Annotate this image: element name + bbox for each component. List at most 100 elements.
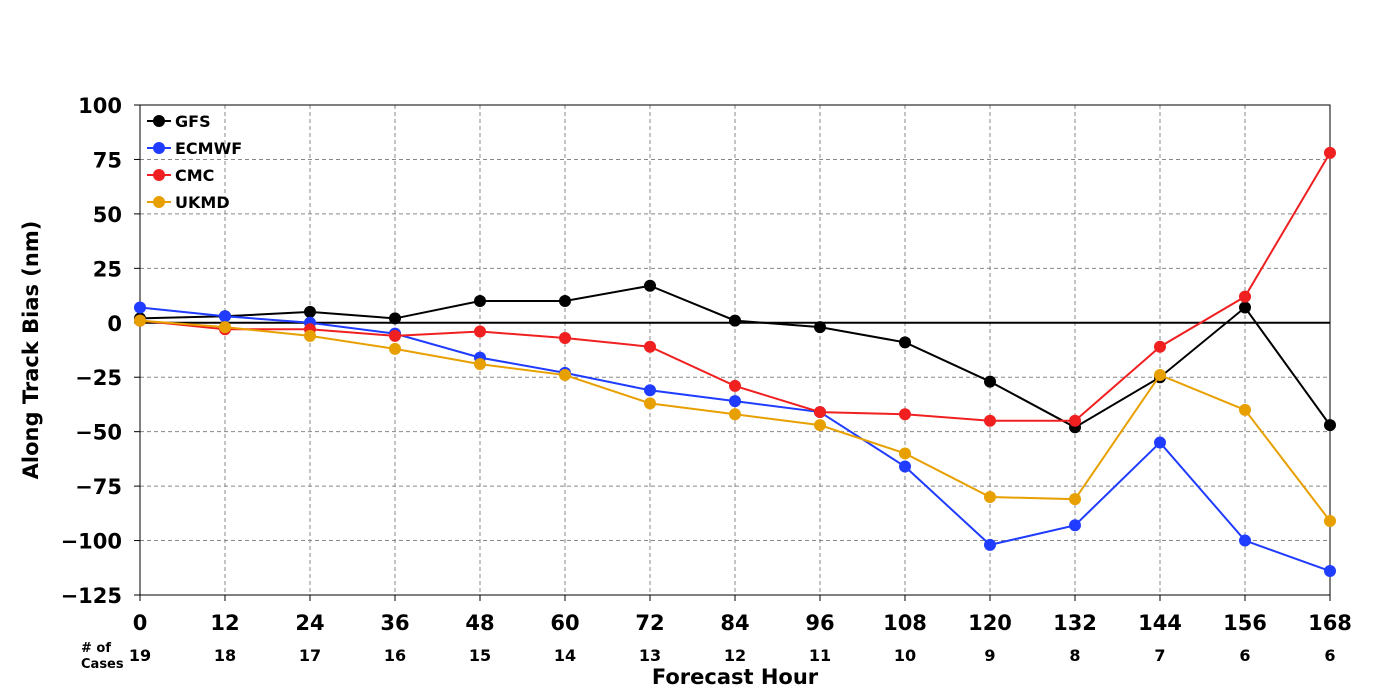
data-point-cmc bbox=[474, 325, 486, 338]
data-point-gfs bbox=[644, 279, 656, 292]
data-point-gfs bbox=[984, 375, 996, 388]
data-point-ukmd bbox=[1069, 493, 1081, 506]
case-count-label: 6 bbox=[1324, 646, 1335, 665]
legend-label-ukmd: UKMD bbox=[175, 193, 230, 212]
x-tick-label: 24 bbox=[295, 611, 324, 635]
data-point-gfs bbox=[729, 314, 741, 327]
data-point-ecmwf bbox=[899, 460, 911, 473]
case-count-label: 7 bbox=[1154, 646, 1165, 665]
cases-title-line2: Cases bbox=[81, 657, 124, 672]
legend-marker-ukmd bbox=[153, 196, 165, 208]
series-lines bbox=[134, 146, 1336, 578]
case-count-label: 10 bbox=[894, 646, 916, 665]
data-point-cmc bbox=[814, 406, 826, 419]
case-count-label: 12 bbox=[724, 646, 746, 665]
data-point-ukmd bbox=[559, 369, 571, 382]
data-point-ukmd bbox=[474, 358, 486, 371]
legend-marker-gfs bbox=[153, 115, 165, 127]
x-tick-label: 72 bbox=[635, 611, 664, 635]
data-point-cmc bbox=[559, 332, 571, 345]
data-point-ecmwf bbox=[219, 310, 231, 323]
x-tick-label: 12 bbox=[210, 611, 239, 635]
y-tick-label: 75 bbox=[93, 148, 122, 172]
data-point-ecmwf bbox=[134, 301, 146, 314]
series-line-ecmwf bbox=[139, 306, 1331, 572]
case-count-label: 18 bbox=[214, 646, 236, 665]
data-point-ecmwf bbox=[729, 395, 741, 408]
x-tick-label: 36 bbox=[380, 611, 409, 635]
case-count-label: 6 bbox=[1239, 646, 1250, 665]
case-count-label: 8 bbox=[1069, 646, 1080, 665]
x-tick-label: 168 bbox=[1308, 611, 1352, 635]
data-point-ukmd bbox=[729, 408, 741, 421]
legend-label-gfs: GFS bbox=[175, 112, 211, 131]
data-point-cmc bbox=[984, 414, 996, 427]
data-point-ecmwf bbox=[1069, 519, 1081, 532]
legend-label-ecmwf: ECMWF bbox=[175, 139, 242, 158]
data-point-ukmd bbox=[219, 321, 231, 334]
data-point-ukmd bbox=[1154, 369, 1166, 382]
data-point-gfs bbox=[899, 336, 911, 349]
data-point-gfs bbox=[474, 295, 486, 307]
data-point-cmc bbox=[1239, 290, 1251, 303]
case-count-label: 11 bbox=[809, 646, 831, 665]
y-tick-label: 0 bbox=[107, 312, 122, 336]
y-tick-label: −50 bbox=[75, 421, 122, 445]
data-point-ukmd bbox=[1324, 514, 1336, 527]
legend-marker-cmc bbox=[153, 169, 165, 181]
data-point-ukmd bbox=[134, 314, 146, 327]
y-tick-label: −125 bbox=[61, 584, 122, 608]
data-point-cmc bbox=[899, 408, 911, 421]
legend-marker-ecmwf bbox=[153, 142, 165, 154]
case-count-label: 19 bbox=[129, 646, 151, 665]
y-tick-label: 50 bbox=[93, 203, 122, 227]
data-point-gfs bbox=[389, 312, 401, 325]
x-tick-label: 60 bbox=[550, 611, 579, 635]
data-point-cmc bbox=[1154, 340, 1166, 353]
case-count-label: 14 bbox=[554, 646, 576, 665]
data-point-cmc bbox=[729, 379, 741, 392]
x-tick-label: 108 bbox=[883, 611, 927, 635]
data-point-ukmd bbox=[644, 397, 656, 410]
cases-title-line1: # of bbox=[81, 641, 111, 656]
data-point-gfs bbox=[1324, 419, 1336, 432]
case-count-label: 13 bbox=[639, 646, 661, 665]
case-count-label: 16 bbox=[384, 646, 406, 665]
data-point-gfs bbox=[559, 295, 571, 307]
data-point-ukmd bbox=[389, 342, 401, 355]
data-point-gfs bbox=[814, 321, 826, 334]
data-point-ukmd bbox=[899, 447, 911, 460]
case-count-label: 17 bbox=[299, 646, 321, 665]
case-count-label: 15 bbox=[469, 646, 491, 665]
data-point-ukmd bbox=[984, 491, 996, 503]
grid-lines bbox=[140, 105, 1330, 595]
y-tick-label: −25 bbox=[75, 366, 122, 390]
data-point-cmc bbox=[1069, 414, 1081, 427]
x-axis-title: Forecast Hour bbox=[652, 665, 819, 689]
y-axis-title: Along Track Bias (nm) bbox=[19, 221, 43, 480]
y-tick-label: 100 bbox=[78, 94, 122, 118]
x-tick-label: 84 bbox=[720, 611, 749, 635]
y-tick-label: −100 bbox=[61, 530, 122, 554]
data-point-ukmd bbox=[814, 419, 826, 432]
legend-label-cmc: CMC bbox=[175, 166, 214, 185]
data-point-cmc bbox=[644, 340, 656, 353]
axes bbox=[134, 104, 1331, 601]
data-point-cmc bbox=[1324, 146, 1336, 159]
x-tick-label: 96 bbox=[805, 611, 834, 635]
legend: GFS ECMWF CMC UKMD bbox=[147, 112, 242, 212]
x-tick-label: 48 bbox=[465, 611, 494, 635]
y-tick-label: −75 bbox=[75, 475, 122, 499]
x-tick-label: 120 bbox=[968, 611, 1012, 635]
x-tick-label: 132 bbox=[1053, 611, 1097, 635]
y-tick-label: 25 bbox=[93, 257, 122, 281]
x-tick-label: 144 bbox=[1138, 611, 1182, 635]
data-point-ukmd bbox=[1239, 403, 1251, 416]
tick-labels: 0 12 24 36 48 60 72 84 96 108 120 132 144 156 168 100 75… bbox=[61, 94, 1352, 635]
data-point-cmc bbox=[389, 329, 401, 342]
data-point-ecmwf bbox=[1154, 436, 1166, 449]
data-point-ecmwf bbox=[644, 384, 656, 397]
data-point-ukmd bbox=[304, 329, 316, 342]
